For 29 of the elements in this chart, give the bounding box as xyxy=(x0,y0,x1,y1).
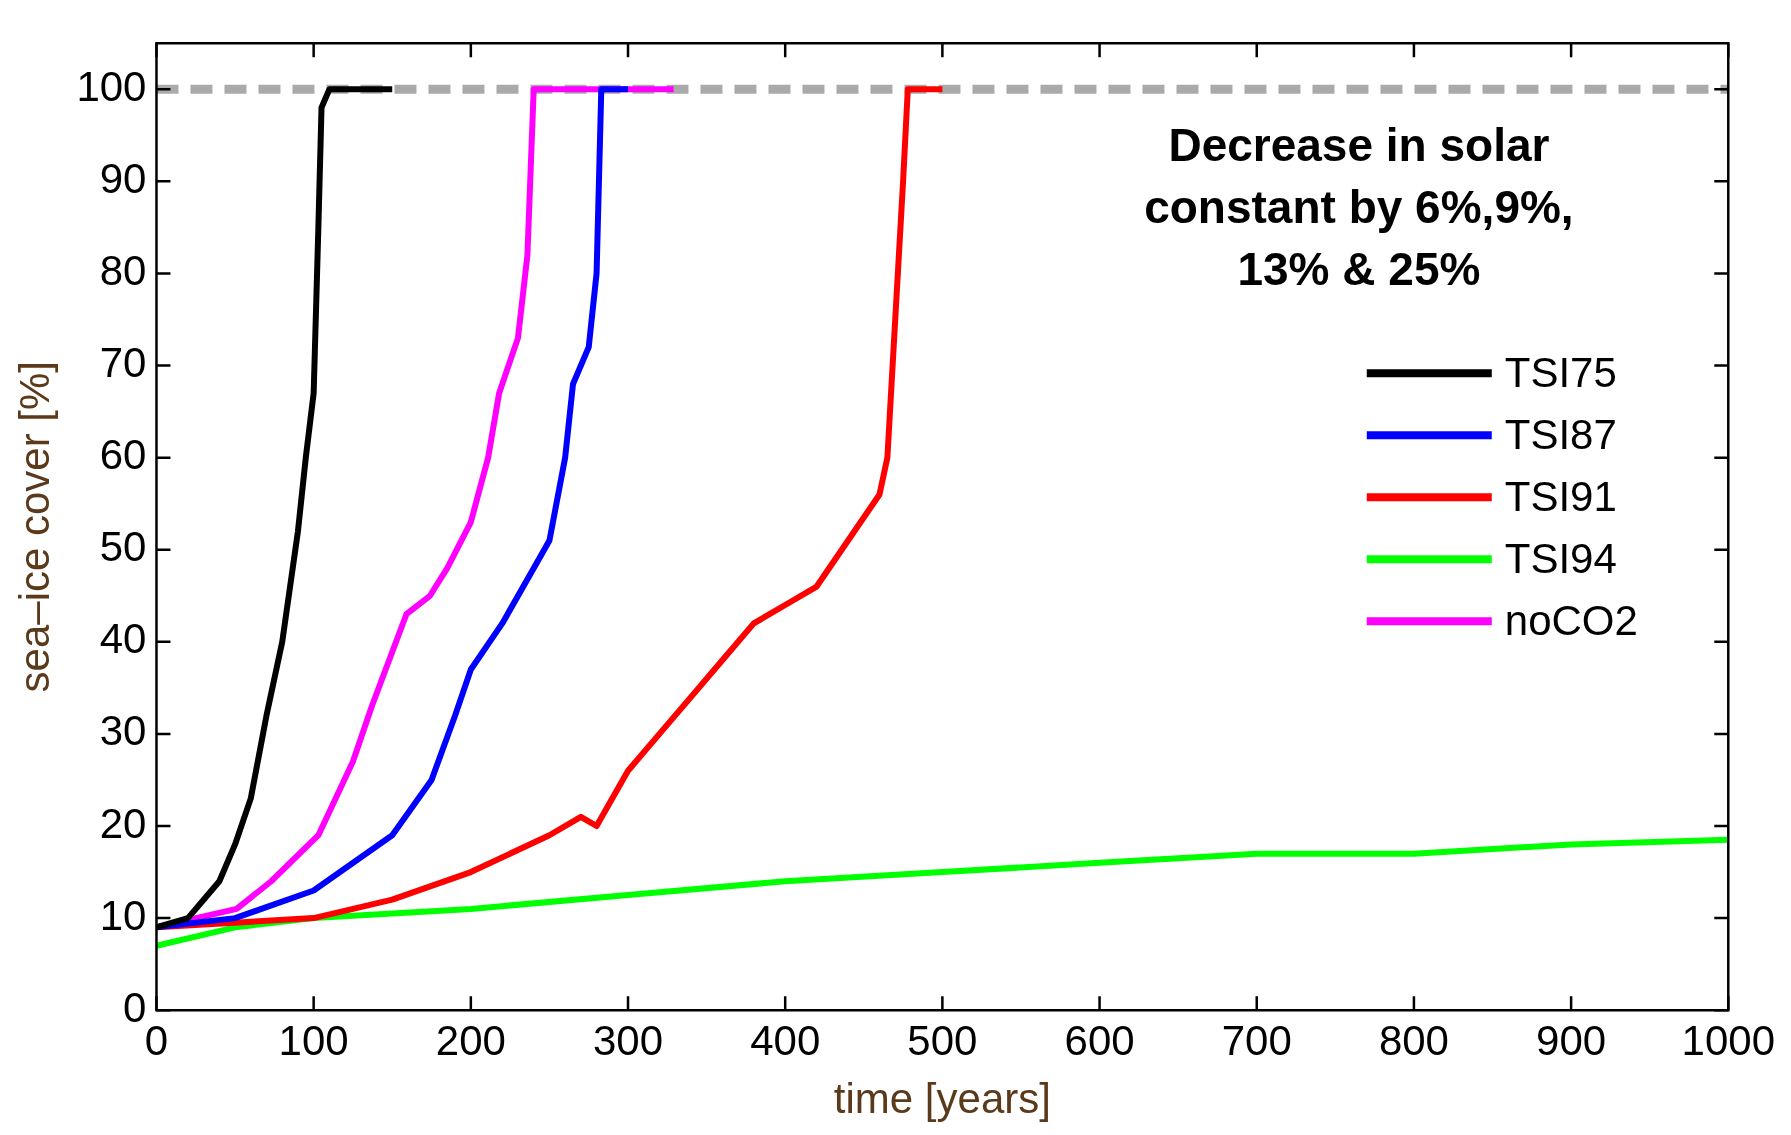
y-tick-label: 40 xyxy=(99,615,147,663)
legend-label: TSI75 xyxy=(1504,348,1617,396)
x-tick-label: 1000 xyxy=(1681,1016,1775,1064)
x-tick-label: 300 xyxy=(592,1016,664,1064)
y-tick-label: 100 xyxy=(76,62,147,110)
y-tick-label: 60 xyxy=(99,431,147,479)
x-axis-title: time [years] xyxy=(833,1075,1051,1123)
x-tick-label: 400 xyxy=(750,1016,821,1064)
x-tick-label: 200 xyxy=(435,1016,506,1064)
annotation: Decrease in solar constant by 6%,9%, 13% & 25% xyxy=(1144,118,1574,295)
legend-label: TSI87 xyxy=(1504,410,1617,458)
y-tick-label: 90 xyxy=(99,154,147,202)
y-tick-label: 80 xyxy=(99,247,147,295)
y-tick-label: 50 xyxy=(99,523,147,571)
y-tick-label: 20 xyxy=(99,799,147,847)
y-axis-title: sea–ice cover [%] xyxy=(10,360,58,693)
legend-label: TSI94 xyxy=(1504,534,1617,582)
y-tick-label: 10 xyxy=(99,891,147,939)
x-tick-label: 800 xyxy=(1378,1016,1449,1064)
y-tick-label: 70 xyxy=(99,339,147,387)
x-tick-label: 500 xyxy=(907,1016,978,1064)
x-tick-label: 600 xyxy=(1064,1016,1135,1064)
x-tick-label: 700 xyxy=(1221,1016,1292,1064)
y-tick-label: 30 xyxy=(99,707,147,755)
y-tick-label: 0 xyxy=(123,983,147,1031)
x-tick-label: 100 xyxy=(278,1016,349,1064)
x-tick-label: 900 xyxy=(1536,1016,1607,1064)
legend-label: noCO2 xyxy=(1504,596,1638,644)
legend-label: TSI91 xyxy=(1504,472,1617,520)
